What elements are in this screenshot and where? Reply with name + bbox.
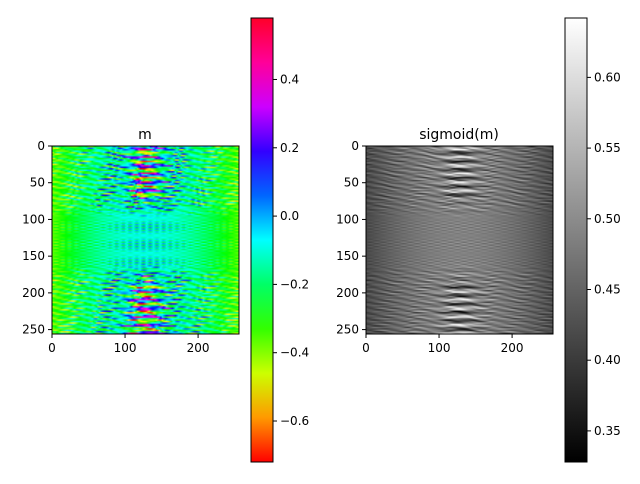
left-colorbar-tick-label: 0.2 [280,141,299,155]
left-colorbar-tick-label: −0.4 [280,346,309,360]
left-colorbar-tick-label: 0.4 [280,72,299,86]
right-y-tick-label: 150 [336,249,359,263]
right-colorbar-tick-label: 0.55 [594,141,621,155]
left-colorbar-tick-label: −0.6 [280,414,309,428]
left-colorbar-ticks: 0.4 0.2 0.0 −0.2 −0.4 −0.6 [273,72,309,428]
right-heatmap [366,146,553,334]
right-colorbar-ticks: 0.60 0.55 0.50 0.45 0.40 0.35 [587,70,621,438]
right-x-tick-label: 200 [501,341,524,355]
left-y-tick-label: 200 [22,286,45,300]
left-y-tick-label: 50 [30,176,45,190]
right-colorbar-tick-label: 0.50 [594,212,621,226]
right-axes-frame [365,145,554,335]
right-title: sigmoid(m) [419,127,499,143]
right-colorbar-tick-label: 0.45 [594,282,621,296]
right-x-tick-label: 100 [428,341,451,355]
left-y-ticks: 0 50 100 150 200 250 [22,139,52,337]
left-colorbar-gradient [250,17,274,463]
left-colorbar-tick-label: 0.0 [280,209,299,223]
left-colorbar-tick-label: −0.2 [280,277,309,291]
left-x-tick-label: 0 [48,341,56,355]
right-y-ticks: 0 50 100 150 200 250 [336,139,366,337]
right-y-tick-label: 200 [336,286,359,300]
left-y-tick-label: 150 [22,249,45,263]
right-y-tick-label: 0 [351,139,359,153]
left-y-tick-label: 0 [37,139,45,153]
left-x-tick-label: 200 [187,341,210,355]
right-x-ticks: 0 100 200 [362,334,524,355]
left-panel: m 0 100 200 0 50 100 150 200 250 [22,127,240,355]
left-colorbar: 0.4 0.2 0.0 −0.2 −0.4 −0.6 [250,17,309,463]
right-x-tick-label: 0 [362,341,370,355]
right-y-tick-label: 250 [336,323,359,337]
right-colorbar-tick-label: 0.60 [594,70,621,84]
right-colorbar-gradient [564,17,588,463]
right-y-tick-label: 50 [344,176,359,190]
left-y-tick-label: 250 [22,323,45,337]
left-axes-frame [51,145,240,335]
left-x-tick-label: 100 [114,341,137,355]
left-y-tick-label: 100 [22,212,45,226]
left-heatmap [52,146,239,334]
right-colorbar: 0.60 0.55 0.50 0.45 0.40 0.35 [564,17,621,463]
right-colorbar-tick-label: 0.40 [594,353,621,367]
right-y-tick-label: 100 [336,212,359,226]
right-panel: sigmoid(m) 0 100 200 0 50 100 150 200 250 [336,127,554,355]
left-x-ticks: 0 100 200 [48,334,210,355]
left-title: m [138,127,152,143]
right-colorbar-tick-label: 0.35 [594,424,621,438]
